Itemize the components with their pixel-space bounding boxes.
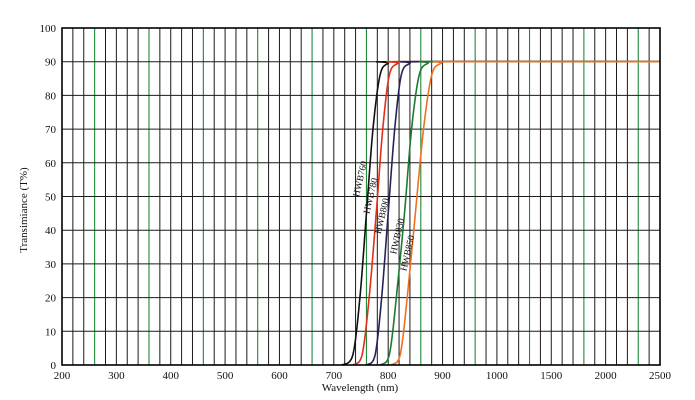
x-tick-label: 300 — [108, 370, 125, 382]
grid — [61, 27, 661, 366]
y-axis-label: Transimiance (T%) — [18, 167, 30, 253]
series-line-hwb800 — [365, 60, 661, 366]
x-tick-label: 2500 — [649, 370, 672, 382]
y-tick-label: 10 — [45, 326, 57, 338]
x-tick-label: 1000 — [486, 370, 509, 382]
series-layer — [341, 60, 661, 366]
x-tick-label: 900 — [434, 370, 451, 382]
tick-labels: 200 300 400 500 600 700 800 900 1000 1500 2000 2500… — [40, 23, 672, 382]
x-tick-label: 600 — [271, 370, 288, 382]
plot-frame — [61, 27, 661, 366]
y-tick-label: 0 — [51, 360, 57, 372]
x-tick-label: 400 — [162, 370, 179, 382]
plot-border — [61, 27, 661, 366]
series-line-hwb850 — [390, 60, 661, 366]
x-tick-label: 2000 — [595, 370, 618, 382]
y-tick-label: 50 — [45, 192, 57, 204]
y-tick-label: 40 — [45, 225, 57, 237]
y-tick-label: 70 — [45, 124, 57, 136]
y-tick-label: 30 — [45, 259, 57, 271]
x-tick-label: 500 — [217, 370, 234, 382]
x-tick-label: 1500 — [540, 370, 563, 382]
x-axis-label: Wavelength (nm) — [322, 382, 399, 394]
x-tick-label: 200 — [54, 370, 71, 382]
y-tick-label: 80 — [45, 90, 57, 102]
y-tick-label: 20 — [45, 293, 57, 305]
x-tick-label: 800 — [380, 370, 397, 382]
y-tick-label: 100 — [40, 23, 57, 35]
y-tick-label: 60 — [45, 158, 57, 170]
series-line-hwb830 — [379, 60, 661, 366]
x-tick-label: 700 — [326, 370, 343, 382]
series-line-hwb760 — [341, 60, 661, 366]
y-tick-label: 90 — [45, 57, 57, 69]
